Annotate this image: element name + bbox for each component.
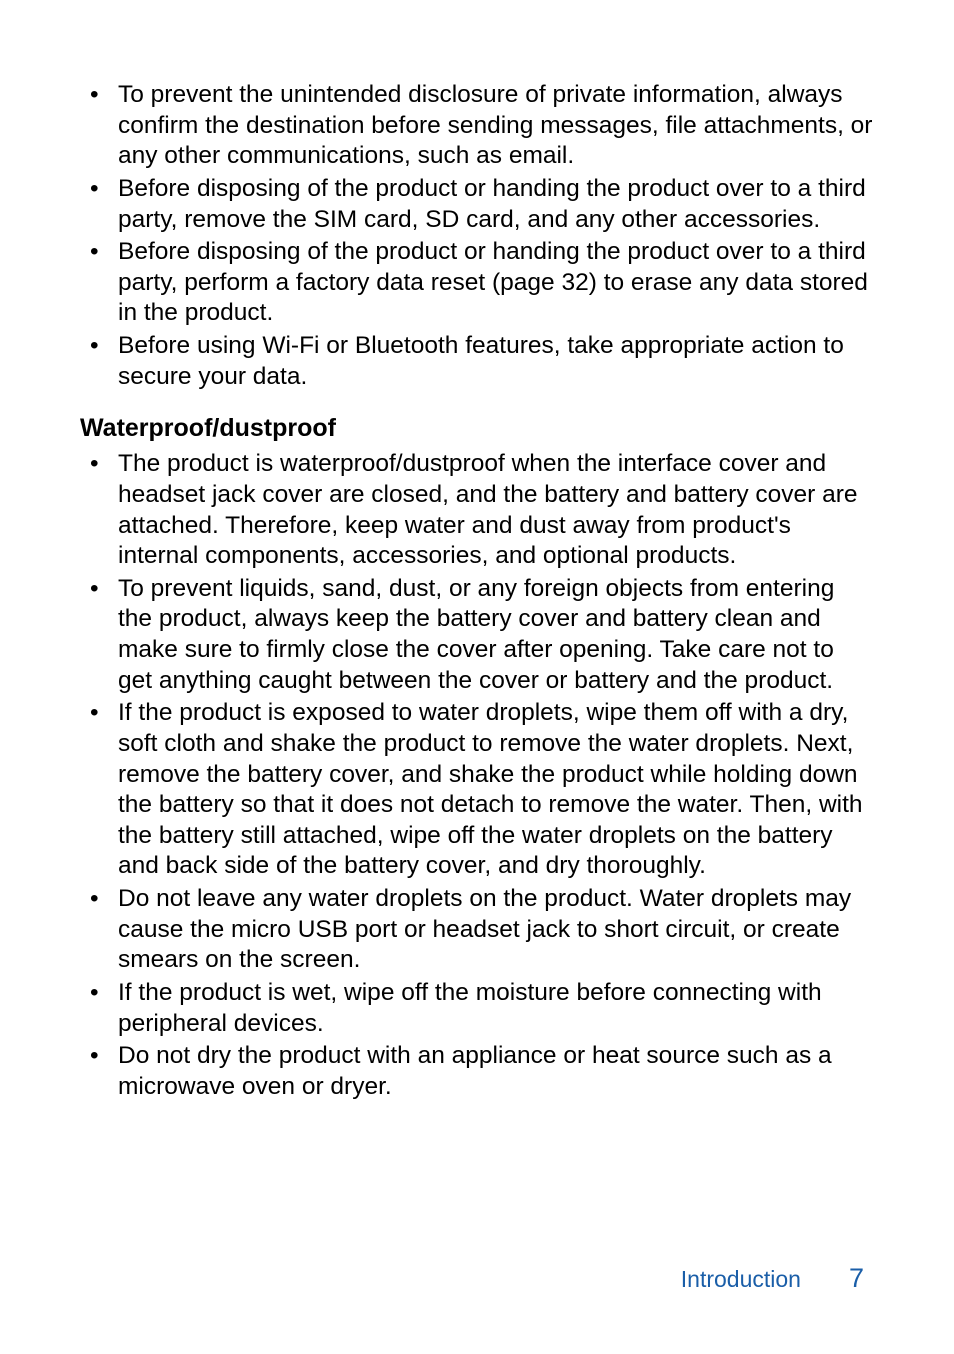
top-bullet-list: To prevent the unintended disclosure of … bbox=[80, 80, 874, 392]
list-item: To prevent the unintended disclosure of … bbox=[80, 80, 874, 172]
list-item: Before disposing of the product or handi… bbox=[80, 174, 874, 235]
waterproof-bullet-list: The product is waterproof/dustproof when… bbox=[80, 449, 874, 1102]
list-item: To prevent liquids, sand, dust, or any f… bbox=[80, 574, 874, 697]
list-item: Do not dry the product with an appliance… bbox=[80, 1041, 874, 1102]
list-item: Do not leave any water droplets on the p… bbox=[80, 884, 874, 976]
list-item: If the product is exposed to water dropl… bbox=[80, 698, 874, 882]
page-content: To prevent the unintended disclosure of … bbox=[80, 80, 874, 1233]
section-heading-waterproof: Waterproof/dustproof bbox=[80, 414, 874, 443]
footer-page-number: 7 bbox=[849, 1263, 864, 1294]
document-page: To prevent the unintended disclosure of … bbox=[0, 0, 954, 1354]
page-footer: Introduction 7 bbox=[80, 1233, 874, 1294]
list-item: Before disposing of the product or handi… bbox=[80, 237, 874, 329]
list-item: If the product is wet, wipe off the mois… bbox=[80, 978, 874, 1039]
footer-section-label: Introduction bbox=[681, 1266, 801, 1293]
list-item: The product is waterproof/dustproof when… bbox=[80, 449, 874, 572]
list-item: Before using Wi-Fi or Bluetooth features… bbox=[80, 331, 874, 392]
